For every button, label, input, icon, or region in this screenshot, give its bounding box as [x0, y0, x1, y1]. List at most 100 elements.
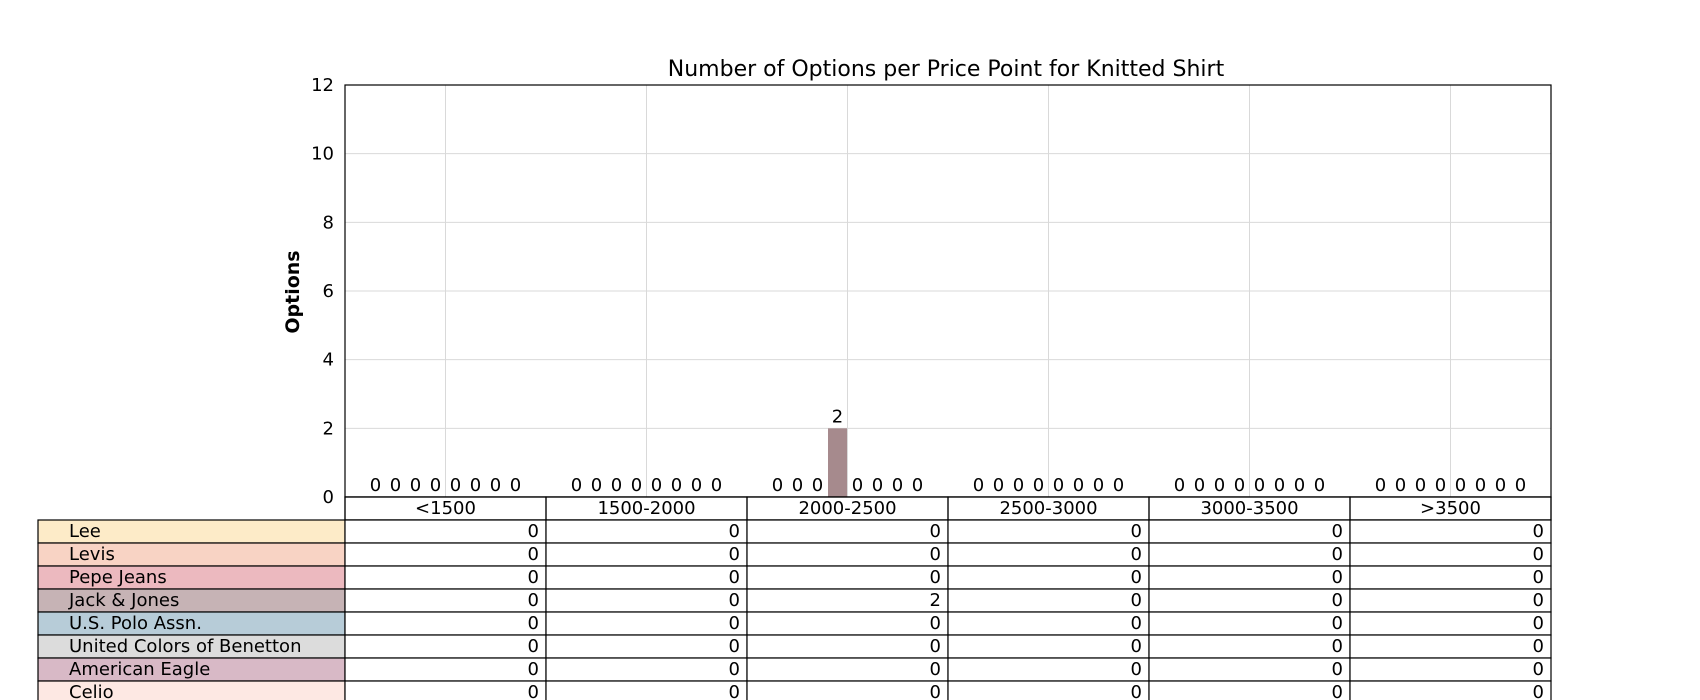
table-cell-value: 0 — [930, 659, 941, 680]
bar-value-label: 0 — [1375, 475, 1386, 496]
bar-value-label: 0 — [792, 475, 803, 496]
bar-value-label: 0 — [370, 475, 381, 496]
table-cell — [746, 519, 949, 544]
table-cell — [545, 680, 748, 700]
bar-value-label: 0 — [490, 475, 501, 496]
bar-value-label: 0 — [1495, 475, 1506, 496]
table-row-label: Lee — [69, 521, 101, 542]
x-category-label: 2000-2500 — [798, 498, 896, 519]
table-cell-value: 0 — [528, 590, 539, 611]
table-cell-value: 0 — [1533, 613, 1544, 634]
bar-value-label: 0 — [1435, 475, 1446, 496]
table-cell — [746, 542, 949, 567]
table-cell — [545, 519, 748, 544]
bar-value-label: 0 — [651, 475, 662, 496]
bar — [828, 428, 847, 497]
table-cell — [746, 588, 949, 613]
table-cell-value: 0 — [1131, 613, 1142, 634]
bar-value-label: 0 — [1013, 475, 1024, 496]
bar-value-label: 0 — [1053, 475, 1064, 496]
table-row-label: Celio — [69, 682, 114, 700]
bar-value-label: 0 — [410, 475, 421, 496]
table-cell — [947, 588, 1150, 613]
table-cell — [1148, 542, 1351, 567]
table-row-label: American Eagle — [69, 659, 210, 680]
bar-value-label: 0 — [611, 475, 622, 496]
table-cell — [947, 565, 1150, 590]
table-cell-value: 0 — [930, 521, 941, 542]
table-cell — [1148, 588, 1351, 613]
bar-value-label: 0 — [711, 475, 722, 496]
table-cell-value: 0 — [729, 613, 740, 634]
bar-value-label: 0 — [1515, 475, 1526, 496]
table-cell — [947, 611, 1150, 636]
table-cell — [545, 657, 748, 682]
table-cell-value: 0 — [930, 636, 941, 657]
table-cell — [344, 542, 547, 567]
table-cell-value: 0 — [729, 590, 740, 611]
y-tick-label: 2 — [323, 418, 334, 439]
x-category-label: <1500 — [415, 498, 476, 519]
table-cell-value: 0 — [930, 544, 941, 565]
table-cell — [746, 657, 949, 682]
bar-value-label: 0 — [1234, 475, 1245, 496]
bar-value-label: 0 — [973, 475, 984, 496]
table-cell — [947, 680, 1150, 700]
table-cell-value: 0 — [1332, 613, 1343, 634]
y-tick-label: 0 — [323, 487, 334, 508]
table-cell-value: 0 — [1533, 682, 1544, 700]
bar-value-label: 0 — [912, 475, 923, 496]
bar-value-label: 0 — [892, 475, 903, 496]
bar-value-label: 0 — [1455, 475, 1466, 496]
table-cell — [947, 657, 1150, 682]
bar-value-label: 0 — [510, 475, 521, 496]
y-tick-label: 6 — [323, 281, 334, 302]
table-cell — [545, 565, 748, 590]
table-cell-value: 0 — [1131, 567, 1142, 588]
table-cell-value: 0 — [1332, 590, 1343, 611]
table-cell — [1349, 519, 1552, 544]
table-cell — [545, 542, 748, 567]
bar-value-label: 0 — [591, 475, 602, 496]
table-cell-value: 0 — [528, 544, 539, 565]
table-cell-value: 0 — [1332, 636, 1343, 657]
table-cell — [1349, 542, 1552, 567]
table-cell — [344, 634, 547, 659]
table-cell-value: 0 — [1332, 659, 1343, 680]
table-cell-value: 0 — [528, 636, 539, 657]
bar-value-label: 0 — [993, 475, 1004, 496]
bar-value-label: 0 — [470, 475, 481, 496]
bar-value-label: 0 — [872, 475, 883, 496]
bar-value-label: 0 — [691, 475, 702, 496]
bar-value-label: 0 — [812, 475, 823, 496]
bar-value-label: 0 — [450, 475, 461, 496]
bar-value-label: 0 — [852, 475, 863, 496]
table-cell-value: 0 — [729, 567, 740, 588]
table-cell — [746, 611, 949, 636]
chart-title: Number of Options per Price Point for Kn… — [668, 57, 1225, 82]
bar-value-label: 0 — [1395, 475, 1406, 496]
bar-value-label: 0 — [430, 475, 441, 496]
table-cell-value: 0 — [1131, 521, 1142, 542]
table-cell — [1349, 611, 1552, 636]
table-cell-value: 0 — [1332, 682, 1343, 700]
table-cell — [344, 565, 547, 590]
table-cell-value: 0 — [528, 613, 539, 634]
bar-value-label: 0 — [1113, 475, 1124, 496]
table-row-label: Pepe Jeans — [69, 567, 167, 588]
x-category-label: 2500-3000 — [999, 498, 1097, 519]
table-cell-value: 0 — [528, 659, 539, 680]
table-cell — [1148, 519, 1351, 544]
table-cell — [344, 680, 547, 700]
y-tick-label: 12 — [311, 75, 334, 96]
bar-value-label: 0 — [1214, 475, 1225, 496]
table-cell-value: 0 — [729, 544, 740, 565]
table-cell — [746, 565, 949, 590]
bar-value-label: 0 — [1274, 475, 1285, 496]
table-cell-value: 0 — [1533, 659, 1544, 680]
bar-value-label: 0 — [1093, 475, 1104, 496]
table-cell — [344, 519, 547, 544]
table-cell — [1148, 565, 1351, 590]
table-cell-value: 0 — [1131, 544, 1142, 565]
